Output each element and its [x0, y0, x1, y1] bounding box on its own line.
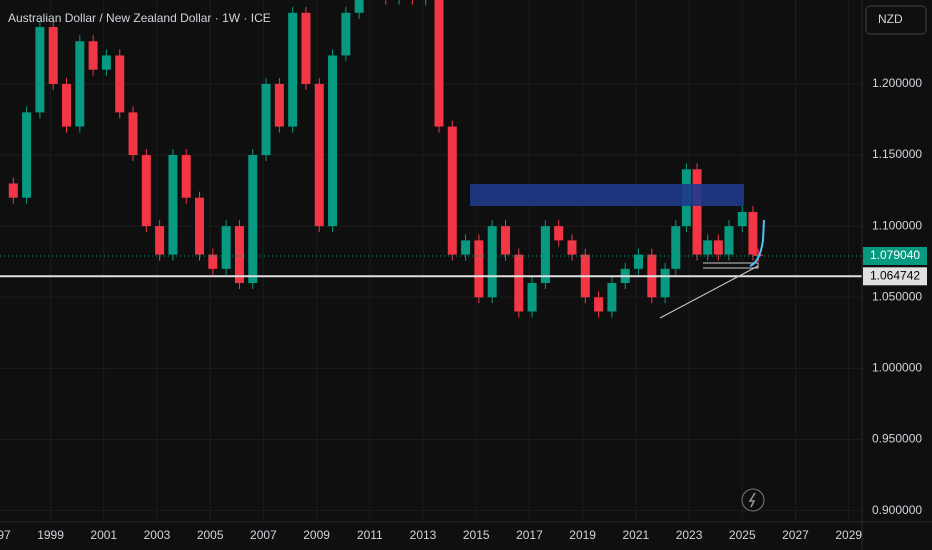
- candle-body: [692, 169, 702, 255]
- x-tick-label: 2005: [197, 528, 224, 542]
- candle-body: [737, 211, 747, 227]
- candle-body: [341, 12, 351, 56]
- projection-arrow: [749, 219, 765, 267]
- x-tick-label: 2025: [729, 528, 756, 542]
- candle-body: [301, 12, 311, 84]
- candle-body: [474, 240, 484, 298]
- y-tick-label: 0.950000: [872, 432, 922, 446]
- x-tick-label: 2011: [357, 528, 383, 542]
- candle-body: [234, 226, 244, 284]
- x-tick-label: 2007: [250, 528, 277, 542]
- candle-body: [8, 183, 18, 198]
- x-tick-label: 2001: [90, 528, 117, 542]
- candle-body: [155, 226, 165, 255]
- icon: [741, 488, 765, 512]
- candle-body: [195, 197, 205, 255]
- x-tick-label: 2003: [144, 528, 171, 542]
- candle-body: [261, 83, 271, 156]
- currency-button[interactable]: [865, 5, 927, 35]
- chart-title: Australian Dollar / New Zealand Dollar ·…: [8, 11, 271, 25]
- x-tick-label: 1999: [37, 528, 64, 542]
- candle-body: [181, 155, 191, 198]
- icon-bolt: [748, 492, 756, 508]
- candle-body: [447, 126, 457, 255]
- candle-body: [314, 83, 324, 227]
- currency[interactable]: NZD: [878, 12, 903, 26]
- y-tick-label: 1.050000: [872, 289, 922, 303]
- candle-body: [168, 155, 178, 255]
- x-tick-label: 2021: [623, 528, 650, 542]
- candle-body: [660, 268, 670, 298]
- candle-body: [221, 226, 231, 269]
- candle-body: [713, 240, 723, 255]
- candle-body: [540, 226, 550, 284]
- y-tick-label: 0.900000: [872, 503, 922, 517]
- candle-body: [115, 55, 125, 113]
- candle-body: [703, 240, 713, 255]
- last-price-label: 1.079040: [870, 248, 920, 262]
- x-tick-label: 2023: [676, 528, 703, 542]
- y-tick-label: 1.200000: [872, 76, 922, 90]
- level-box: [863, 267, 927, 286]
- candle-body: [62, 83, 72, 127]
- level-label: 1.064742: [870, 268, 920, 282]
- candle-body: [671, 226, 681, 269]
- candle-body: [328, 55, 338, 227]
- labels: 0.900000 0.950000 1.000000 1.050000 1.100000…: [0, 76, 927, 542]
- candle-body: [354, 0, 364, 13]
- candle-body: [487, 226, 497, 298]
- x-tick-label: 2013: [410, 528, 437, 542]
- candle-body: [208, 254, 218, 269]
- candle-body: [35, 27, 45, 113]
- candle-body: [500, 226, 510, 255]
- candle-body: [554, 226, 564, 241]
- candle-body: [527, 283, 537, 312]
- candle-body: [88, 41, 98, 70]
- x-tick-label: 2015: [463, 528, 490, 542]
- candle-body: [141, 155, 151, 227]
- x-tick-label: 2029: [835, 528, 862, 542]
- candle-body: [22, 112, 32, 198]
- candles: [0, 0, 862, 318]
- candle-body: [128, 112, 138, 156]
- candle-body: [594, 297, 604, 312]
- candle-body: [724, 226, 734, 255]
- x-tick-label: 2019: [569, 528, 596, 542]
- x-tick-label: 2009: [303, 528, 330, 542]
- x-tick-label: 2027: [782, 528, 809, 542]
- supply-zone: [470, 184, 744, 206]
- candle-body: [75, 41, 85, 127]
- candle-body: [634, 254, 644, 269]
- trend-line: [659, 265, 759, 319]
- candle-body: [607, 283, 617, 312]
- candle-body: [274, 83, 284, 127]
- x-tick-label: 1997: [0, 528, 11, 542]
- candle-body: [461, 240, 471, 255]
- time-axis: [0, 522, 932, 550]
- candle-body: [434, 0, 444, 127]
- candle-body: [101, 55, 111, 70]
- y-tick-label: 1.150000: [872, 147, 922, 161]
- candle-body: [48, 27, 58, 84]
- y-tick-label: 1.000000: [872, 361, 922, 375]
- last-price-box: [863, 246, 927, 265]
- candle-body: [514, 254, 524, 312]
- candle-body: [288, 12, 298, 127]
- range-box: [703, 262, 759, 269]
- drawings: [470, 184, 765, 512]
- candle-body: [748, 211, 758, 255]
- y-tick-label: 1.100000: [872, 218, 922, 232]
- x-tick-label: 2017: [516, 528, 543, 542]
- candle-body: [567, 240, 577, 255]
- candle-body: [248, 155, 258, 284]
